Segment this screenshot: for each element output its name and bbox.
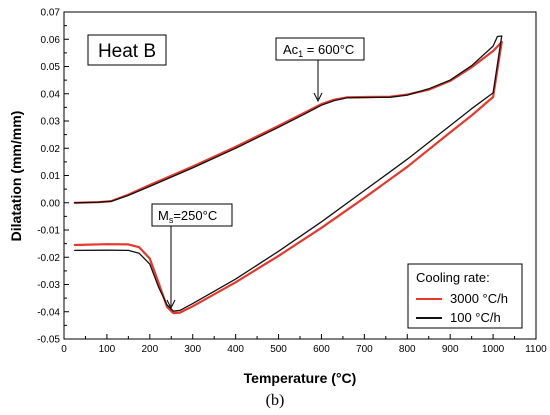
ms-annotation: Ms=250°C: [151, 203, 233, 310]
x-tick-label: 400: [227, 344, 244, 355]
y-axis-title: Dilatation (mm/mm): [8, 111, 24, 242]
y-tick-label: 0.06: [41, 35, 61, 46]
y-tick-label: -0.01: [37, 226, 60, 237]
y-tick-label: 0.00: [41, 198, 61, 209]
ms-rest: =250°C: [173, 208, 217, 223]
y-tick-label: -0.03: [37, 280, 60, 291]
ac1-annotation: Ac1 = 600°C: [275, 37, 365, 103]
series-3000-heating-line: [73, 40, 503, 204]
ac1-rest: = 600°C: [303, 42, 354, 57]
y-tick-label: -0.05: [37, 335, 60, 346]
ms-sub: s: [169, 215, 174, 225]
legend-title: Cooling rate:: [416, 270, 490, 285]
figure-caption: (b): [265, 392, 285, 409]
series-3000-cooling-line: [73, 40, 503, 315]
y-tick-label: 0.07: [41, 8, 61, 19]
series-100-heating-line: [74, 35, 503, 204]
y-tick-label: -0.02: [37, 253, 60, 264]
x-tick-label: 900: [442, 344, 459, 355]
ms-arrowhead: [166, 299, 176, 310]
dilatation-chart: 0 100 200 300 400 500 600 700 800 900 1000 1100 -0.0…: [8, 8, 547, 387]
x-tick-label: 200: [141, 344, 158, 355]
x-axis-title: Temperature (°C): [244, 370, 357, 386]
x-tick-label: 800: [399, 344, 416, 355]
series-100-cooling-line: [74, 35, 503, 312]
legend-entry-100: 100 °C/h: [450, 310, 501, 325]
legend: Cooling rate: 3000 °C/h 100 °C/h: [407, 263, 523, 329]
x-tick-label: 1000: [482, 344, 505, 355]
panel-label-box: Heat B: [87, 34, 167, 66]
svg-text:Ms=250°C: Ms=250°C: [158, 208, 217, 225]
ms-main: M: [158, 208, 169, 223]
x-tick-label: 600: [313, 344, 330, 355]
y-tick-label: 0.04: [41, 89, 61, 100]
x-tick-label: 0: [61, 344, 67, 355]
y-tick-label: 0.01: [41, 171, 61, 182]
series-layer: [73, 35, 503, 315]
ac1-sub: 1: [298, 49, 303, 59]
ac1-arrowhead: [313, 92, 323, 103]
axis-ticks: 0 100 200 300 400 500 600 700 800 900 1000 1100 -0.0…: [37, 8, 547, 356]
panel-label: Heat B: [98, 41, 156, 62]
x-tick-label: 1100: [525, 344, 547, 355]
x-tick-label: 300: [184, 344, 201, 355]
y-tick-label: -0.04: [37, 307, 60, 318]
y-tick-label: 0.02: [41, 144, 61, 155]
legend-entry-3000: 3000 °C/h: [450, 291, 508, 306]
x-tick-label: 100: [99, 344, 116, 355]
y-tick-label: 0.03: [41, 117, 61, 128]
x-tick-label: 700: [356, 344, 373, 355]
y-tick-label: 0.05: [41, 62, 61, 73]
x-tick-label: 500: [270, 344, 287, 355]
svg-text:Ac1 = 600°C: Ac1 = 600°C: [283, 42, 354, 59]
ac1-main: Ac: [283, 42, 299, 57]
